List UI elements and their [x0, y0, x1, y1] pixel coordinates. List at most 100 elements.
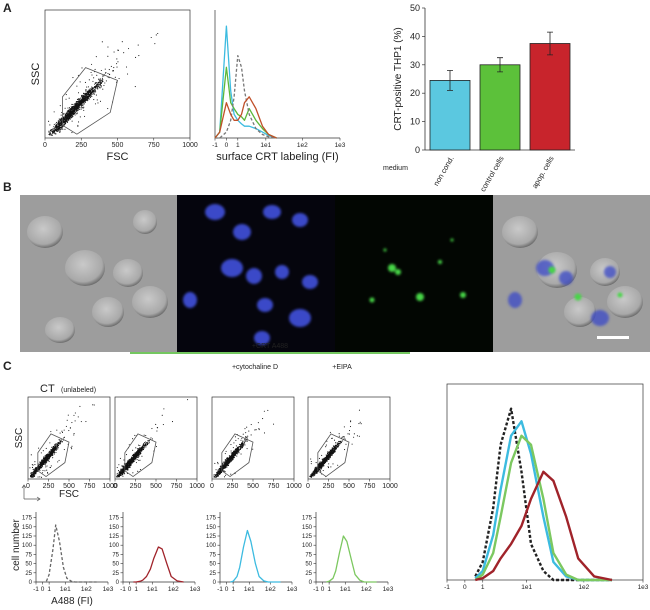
event-dot	[70, 109, 72, 111]
event-dot	[78, 106, 80, 108]
event-dot	[222, 461, 224, 463]
event-dot	[58, 459, 60, 461]
event-dot	[226, 461, 228, 463]
event-dot	[120, 474, 122, 477]
event-dot	[60, 439, 62, 441]
gate	[221, 433, 254, 478]
event-dot	[97, 88, 99, 90]
event-dot	[97, 83, 99, 85]
event-dot	[110, 65, 112, 67]
event-dot	[86, 95, 88, 97]
event-dot	[75, 102, 77, 104]
event-dot	[231, 459, 233, 461]
event-dot	[154, 43, 156, 45]
event-dot	[139, 459, 141, 461]
event-dot	[343, 426, 345, 428]
event-dot	[99, 78, 101, 80]
event-dot	[57, 126, 59, 128]
event-dot	[76, 103, 78, 105]
event-dot	[150, 437, 152, 439]
event-dot	[52, 447, 54, 449]
event-dot	[56, 125, 58, 127]
event-dot	[119, 457, 121, 459]
event-dot	[221, 468, 224, 470]
event-dot	[214, 473, 216, 476]
event-dot	[138, 55, 140, 57]
event-dot	[116, 472, 118, 474]
event-dot	[151, 427, 153, 430]
event-dot	[69, 112, 71, 114]
event-dot	[226, 459, 228, 461]
event-dot	[142, 444, 145, 446]
event-dot	[241, 438, 243, 440]
gate	[37, 433, 70, 478]
event-dot	[94, 89, 96, 91]
event-dot	[88, 79, 90, 81]
event-dot	[117, 49, 120, 51]
event-dot	[145, 434, 147, 437]
event-dot	[133, 453, 135, 455]
event-dot	[51, 451, 53, 453]
event-dot	[67, 107, 69, 109]
event-dot	[59, 120, 62, 122]
event-dot	[66, 121, 68, 124]
event-dot	[228, 461, 230, 463]
event-dot	[94, 83, 96, 85]
x-tick-label: 1	[481, 584, 485, 591]
event-dot	[68, 109, 71, 111]
x-tick-label: 750	[148, 142, 160, 149]
event-dot	[127, 48, 130, 50]
event-dot	[47, 455, 49, 457]
event-dot	[60, 441, 62, 443]
event-dot	[326, 440, 328, 442]
x-tick-label: -1	[212, 142, 218, 149]
event-dot	[69, 111, 71, 113]
x-tick-label: 0	[41, 586, 45, 593]
plot-frame	[446, 383, 644, 581]
event-dot	[225, 450, 227, 452]
event-dot	[51, 130, 53, 132]
event-dot	[217, 463, 219, 465]
event-dot	[316, 470, 318, 472]
event-dot	[121, 41, 123, 43]
event-dot	[59, 105, 61, 107]
event-dot	[320, 461, 322, 463]
histogram-line	[230, 529, 281, 583]
event-dot	[65, 116, 67, 118]
event-dot	[329, 453, 331, 456]
event-dot	[66, 110, 68, 112]
event-dot	[62, 120, 64, 122]
event-dot	[226, 457, 228, 459]
event-dot	[137, 449, 140, 451]
event-dot	[34, 468, 36, 470]
event-dot	[39, 462, 41, 464]
event-dot	[313, 473, 315, 475]
event-dot	[78, 104, 80, 106]
event-dot	[133, 457, 135, 459]
event-dot	[79, 108, 81, 110]
event-dot	[315, 470, 317, 472]
x-tick-label: 1e3	[383, 586, 394, 593]
event-dot	[359, 421, 361, 423]
event-dot	[83, 109, 85, 111]
x-tick-label: 0	[321, 586, 325, 593]
event-dot	[321, 458, 323, 460]
event-dot	[91, 93, 93, 95]
event-dot	[99, 80, 101, 82]
event-dot	[55, 133, 57, 135]
event-dot	[54, 132, 56, 134]
event-dot	[327, 451, 329, 453]
event-dot	[70, 115, 72, 117]
event-dot	[320, 471, 322, 473]
event-dot	[148, 441, 150, 443]
event-dot	[50, 465, 52, 467]
x-tick-label: 0	[128, 586, 132, 593]
event-dot	[323, 462, 325, 464]
event-dot	[148, 443, 150, 445]
event-dot	[145, 441, 147, 443]
event-dot	[69, 108, 71, 110]
event-dot	[150, 36, 152, 39]
event-dot	[82, 107, 84, 109]
event-dot	[59, 122, 61, 125]
event-dot	[43, 461, 45, 463]
